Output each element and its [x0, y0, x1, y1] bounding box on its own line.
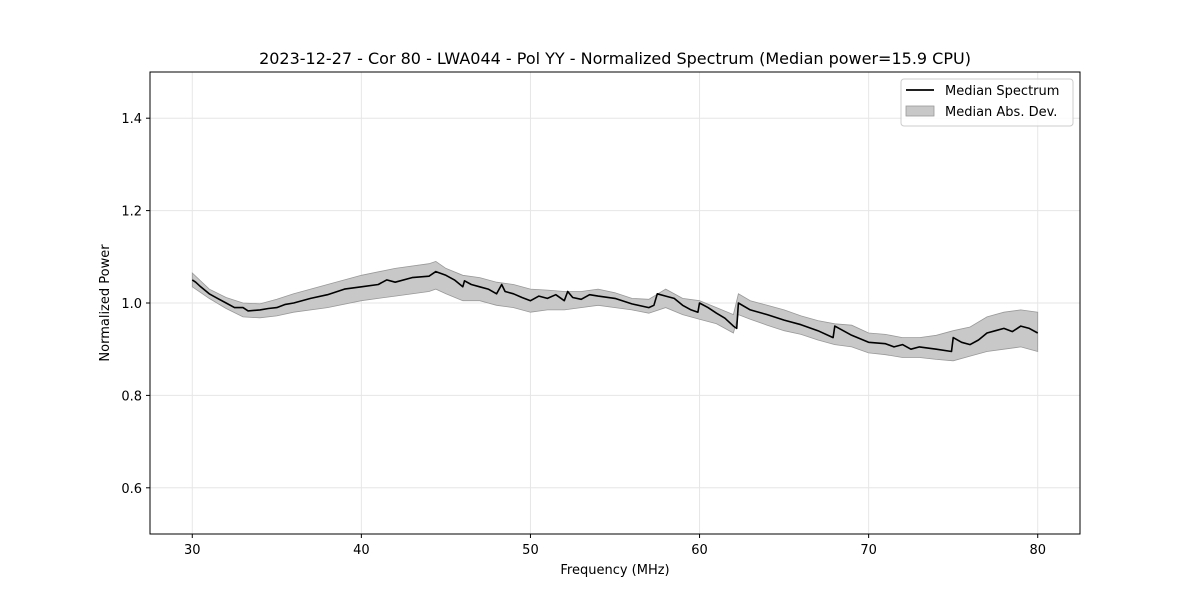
y-tick-label: 1.2 [121, 205, 142, 220]
x-tick-label: 80 [1029, 543, 1046, 558]
y-tick-label: 1.0 [121, 297, 142, 312]
legend: Median Spectrum Median Abs. Dev. [900, 78, 1074, 127]
legend-box [900, 78, 1074, 127]
median-line-layer [191, 270, 1039, 353]
legend-median-label: Median Spectrum [945, 84, 1059, 99]
y-tick-label: 0.8 [121, 389, 142, 404]
legend-mad-swatch [905, 105, 935, 117]
median-spectrum-line [191, 270, 1039, 353]
mad-band-layer [191, 260, 1039, 362]
x-axis-label: Frequency (MHz) [560, 563, 669, 578]
y-tick-label: 1.4 [121, 112, 142, 127]
x-tick-label: 70 [860, 543, 877, 558]
axis-ticks: 30 40 50 60 70 80 0.6 0.8 1.0 1.2 1.4 [121, 112, 1046, 558]
x-tick-label: 30 [184, 543, 201, 558]
x-tick-label: 50 [522, 543, 539, 558]
x-tick-label: 60 [691, 543, 708, 558]
chart-title: 2023-12-27 - Cor 80 - LWA044 - Pol YY - … [259, 49, 971, 68]
legend-mad-label: Median Abs. Dev. [945, 105, 1057, 120]
x-tick-label: 40 [353, 543, 370, 558]
mad-band [191, 260, 1039, 362]
y-tick-label: 0.6 [121, 482, 142, 497]
y-axis-label: Normalized Power [98, 244, 113, 362]
